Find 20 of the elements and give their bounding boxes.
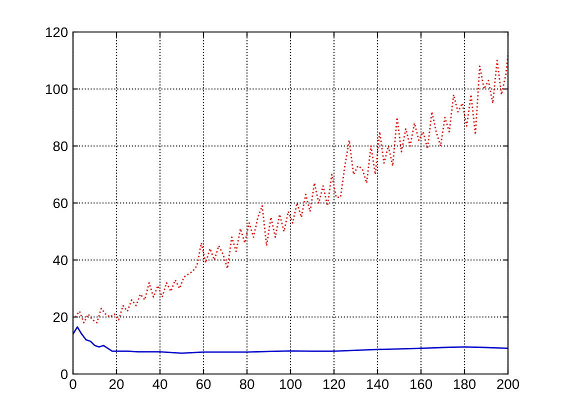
x-tick-label: 180 xyxy=(454,379,476,390)
x-tick-label: 200 xyxy=(497,379,520,390)
x-tick-label: 120 xyxy=(323,379,346,390)
y-tick-label: 80 xyxy=(53,141,68,152)
y-tick-label: 120 xyxy=(46,27,68,38)
x-tick-label: 80 xyxy=(240,379,254,390)
x-tick-label: 140 xyxy=(366,379,389,390)
y-tick-label: 0 xyxy=(60,369,68,380)
x-tick-label: 40 xyxy=(152,379,168,390)
x-tick-label: 20 xyxy=(109,379,124,390)
line-series xyxy=(73,326,508,354)
x-tick-label: 160 xyxy=(410,379,432,390)
y-tick-label: 100 xyxy=(46,84,68,94)
x-tick-label: 0 xyxy=(70,379,76,390)
y-tick-label: 60 xyxy=(53,198,68,208)
x-tick-label: 100 xyxy=(280,379,302,390)
y-tick-label: 40 xyxy=(53,255,68,266)
line-series xyxy=(74,54,508,324)
x-tick-label: 60 xyxy=(196,379,211,390)
y-tick-label: 20 xyxy=(53,312,68,322)
